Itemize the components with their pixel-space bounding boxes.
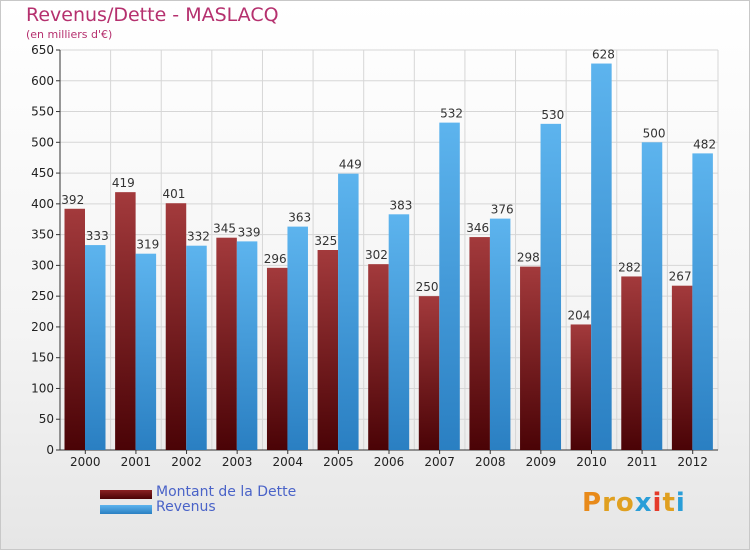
x-tick-label: 2000 (70, 455, 101, 469)
bar-value-label: 346 (466, 221, 489, 235)
bar-revenus (439, 122, 460, 450)
logo-letter: r (602, 488, 616, 518)
bar-dette (368, 264, 389, 450)
bar-value-label: 319 (136, 238, 159, 252)
x-tick-label: 2008 (475, 455, 506, 469)
x-tick-label: 2003 (222, 455, 253, 469)
bar-value-label: 302 (365, 248, 388, 262)
chart-title: Revenus/Dette - MASLACQ (26, 4, 279, 26)
bar-value-label: 482 (693, 137, 716, 151)
bar-dette (520, 266, 541, 450)
bar-dette (115, 192, 136, 450)
bar-revenus (540, 123, 562, 450)
bar-value-label: 296 (264, 252, 287, 266)
bar-value-label: 419 (112, 176, 135, 190)
bar-value-label: 267 (669, 270, 692, 284)
y-tick-label: 500 (31, 135, 54, 149)
y-tick-label: 600 (31, 74, 54, 88)
bar-value-label: 449 (339, 158, 362, 172)
y-tick-label: 150 (31, 351, 54, 365)
logo-letter: i (652, 488, 663, 518)
legend-label-dette: Montant de la Dette (156, 484, 297, 500)
y-tick-label: 650 (31, 43, 54, 57)
x-tick-label: 2006 (374, 455, 405, 469)
bar-value-label: 333 (86, 229, 109, 243)
bar-dette (418, 296, 440, 450)
proxiti-logo: Proxiti (582, 488, 686, 518)
y-tick-label: 100 (31, 381, 54, 395)
logo-letter: P (582, 488, 603, 518)
y-tick-label: 50 (39, 412, 54, 426)
logo-letter: t (662, 488, 676, 518)
y-tick-label: 250 (31, 289, 54, 303)
bar-value-label: 298 (517, 251, 540, 265)
y-tick-label: 350 (31, 228, 54, 242)
bar-dette (216, 237, 237, 450)
x-tick-label: 2010 (576, 455, 607, 469)
logo-letter: o (615, 488, 635, 518)
y-tick-label: 400 (31, 197, 54, 211)
x-tick-label: 2001 (121, 455, 152, 469)
bar-dette (671, 285, 693, 450)
bar-revenus (692, 153, 713, 450)
legend-label-revenus: Revenus (156, 499, 216, 515)
bar-value-label: 339 (238, 225, 261, 239)
bar-value-label: 345 (213, 222, 236, 236)
bar-dette (165, 203, 187, 450)
axes: 0 50 100 150 200 250 300 350 400 450 500 550 600 650 2… (31, 43, 718, 469)
x-tick-label: 2011 (627, 455, 658, 469)
bar-value-label: 282 (618, 260, 641, 274)
legend-swatch-revenus (100, 505, 152, 514)
legend-swatch-dette (100, 490, 152, 499)
x-tick-label: 2005 (323, 455, 354, 469)
bar-value-label: 383 (389, 198, 412, 212)
bar-value-label: 363 (288, 211, 311, 225)
bar-dette (570, 324, 592, 450)
bar-revenus (287, 226, 308, 450)
x-tick-label: 2002 (171, 455, 202, 469)
y-tick-label: 450 (31, 166, 54, 180)
bar-revenus (388, 214, 410, 450)
bar-value-label: 500 (643, 126, 666, 140)
bar-value-label: 401 (163, 187, 186, 201)
x-tick-label: 2012 (677, 455, 708, 469)
bar-value-label: 204 (567, 308, 590, 322)
bar-revenus (135, 253, 157, 450)
bar-dette (317, 250, 339, 450)
bar-revenus (85, 245, 106, 450)
bar-value-label: 628 (592, 48, 615, 62)
bar-dette (266, 267, 288, 450)
logo-letter: x (634, 488, 653, 518)
bar-revenus (338, 173, 359, 450)
bar-dette (64, 208, 85, 450)
logo-letter: i (675, 488, 686, 518)
bars (64, 63, 713, 451)
bar-value-label: 332 (187, 230, 210, 244)
bar-value-label: 392 (61, 193, 84, 207)
x-tick-label: 2007 (424, 455, 455, 469)
bar-value-label: 325 (314, 234, 337, 248)
bar-revenus (591, 63, 612, 451)
bar-value-label: 250 (416, 280, 439, 294)
y-tick-label: 200 (31, 320, 54, 334)
bar-value-label: 376 (491, 203, 514, 217)
y-tick-label: 0 (46, 443, 54, 457)
y-tick-label: 300 (31, 258, 54, 272)
bar-revenus (641, 142, 663, 451)
bar-value-label: 530 (541, 108, 564, 122)
bar-revenus (489, 218, 511, 450)
bar-value-label: 532 (440, 107, 463, 121)
x-tick-label: 2009 (526, 455, 557, 469)
bar-revenus (236, 241, 258, 450)
y-tick-label: 550 (31, 105, 54, 119)
bar-dette (621, 276, 642, 450)
chart-subtitle: (en milliers d'€) (26, 28, 113, 41)
bar-dette (469, 237, 490, 450)
bar-revenus (186, 245, 207, 450)
x-tick-label: 2004 (272, 455, 303, 469)
